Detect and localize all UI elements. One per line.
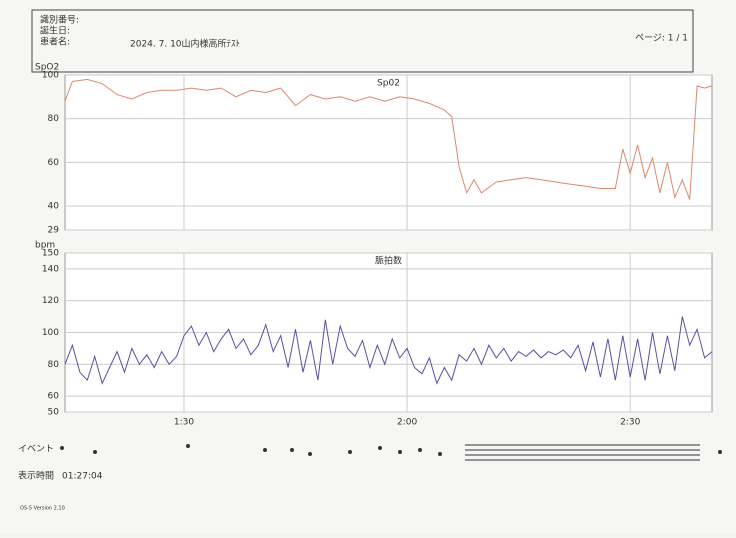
y-axis-label: SpO2 (35, 63, 59, 73)
x-tick-label: 1:30 (174, 418, 194, 428)
y-tick-label: 100 (42, 328, 59, 338)
y-axis-label: bpm (35, 241, 55, 251)
y-tick-label: 40 (48, 201, 60, 211)
chart-title: Sp02 (377, 79, 400, 89)
birth-label: 誕生日: (40, 25, 70, 37)
y-tick-label: 100 (42, 71, 59, 81)
y-tick-label: 60 (48, 158, 60, 168)
event-label: イベント (18, 445, 54, 455)
data-line (64, 316, 713, 385)
x-tick-label: 2:30 (620, 418, 640, 428)
data-line (64, 78, 713, 200)
y-tick-label: 60 (48, 392, 60, 402)
id-label: 識別番号: (40, 14, 79, 26)
time-label: 表示時間 (18, 470, 54, 482)
patient-name: 2024. 7. 10山内様高所ﾃｽﾄ (130, 38, 240, 50)
patient-label: 患者名: (40, 36, 70, 48)
y-tick-label: 50 (48, 408, 60, 418)
version: OS-5 Version 2.10 (20, 506, 65, 512)
page-number: ページ: 1 / 1 (635, 34, 688, 44)
plot-area (64, 74, 713, 231)
y-tick-label: 29 (48, 226, 60, 236)
x-tick-label: 2:00 (397, 418, 417, 428)
event-marks (60, 444, 722, 461)
y-tick-label: 80 (48, 114, 60, 124)
y-tick-label: 80 (48, 360, 60, 370)
y-tick-label: 120 (42, 296, 59, 306)
chart-title: 脈拍数 (375, 255, 402, 267)
header-box (31, 9, 694, 73)
y-tick-label: 140 (42, 264, 59, 274)
y-tick-label: 150 (42, 249, 59, 259)
time-value: 01:27:04 (62, 472, 103, 482)
